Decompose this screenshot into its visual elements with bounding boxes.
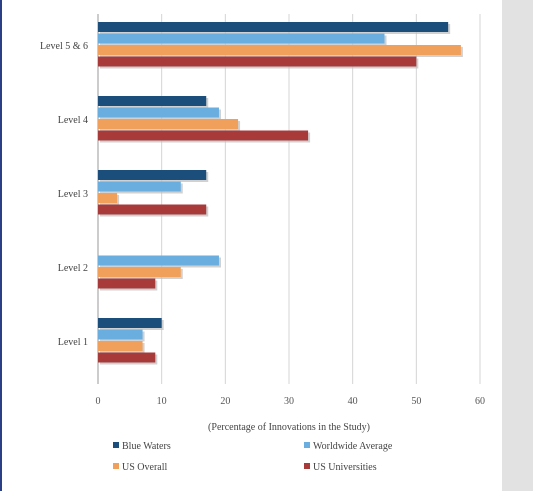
bar <box>98 329 143 340</box>
bar <box>98 45 461 55</box>
bar <box>98 181 181 192</box>
x-tick-label: 30 <box>284 396 294 407</box>
bar <box>98 193 118 203</box>
bar <box>98 204 207 215</box>
category-label: Level 3 <box>58 189 88 200</box>
bar <box>98 318 162 328</box>
bar <box>98 352 156 363</box>
bar <box>98 33 385 44</box>
category-label: Level 2 <box>58 263 88 274</box>
bar <box>98 96 207 106</box>
legend-label: US Universities <box>313 462 377 473</box>
x-tick-label: 10 <box>157 396 167 407</box>
x-tick-labels: 0 10 20 30 40 50 60 <box>96 396 486 407</box>
bar <box>98 119 239 129</box>
bar <box>98 267 181 277</box>
x-tick-label: 60 <box>475 396 485 407</box>
category-label: Level 1 <box>58 337 88 348</box>
bar <box>98 56 417 67</box>
legend-label: US Overall <box>122 462 167 473</box>
legend-swatch <box>304 442 310 448</box>
x-axis-label: (Percentage of Innovations in the Study) <box>208 422 370 433</box>
bar <box>98 107 219 118</box>
category-label: Level 5 & 6 <box>40 41 88 52</box>
bars-group <box>98 22 463 365</box>
legend: Blue Waters Worldwide Average US Overall US… <box>113 441 393 473</box>
legend-swatch <box>304 463 310 469</box>
legend-swatch <box>113 463 119 469</box>
category-labels: Level 5 & 6 Level 4 Level 3 Level 2 Level 1 <box>40 41 88 348</box>
legend-swatch <box>113 442 119 448</box>
bar <box>98 255 219 266</box>
category-label: Level 4 <box>58 115 88 126</box>
x-tick-label: 50 <box>411 396 421 407</box>
bar <box>98 22 449 32</box>
legend-label: Blue Waters <box>122 441 171 452</box>
right-side-panel <box>502 0 533 491</box>
x-tick-label: 40 <box>348 396 358 407</box>
bar <box>98 341 143 351</box>
bar <box>98 170 207 180</box>
bar <box>98 278 156 289</box>
chart-frame <box>0 0 502 491</box>
legend-label: Worldwide Average <box>313 441 393 452</box>
bar <box>98 130 309 141</box>
x-tick-label: 20 <box>220 396 230 407</box>
x-tick-label: 0 <box>96 396 101 407</box>
